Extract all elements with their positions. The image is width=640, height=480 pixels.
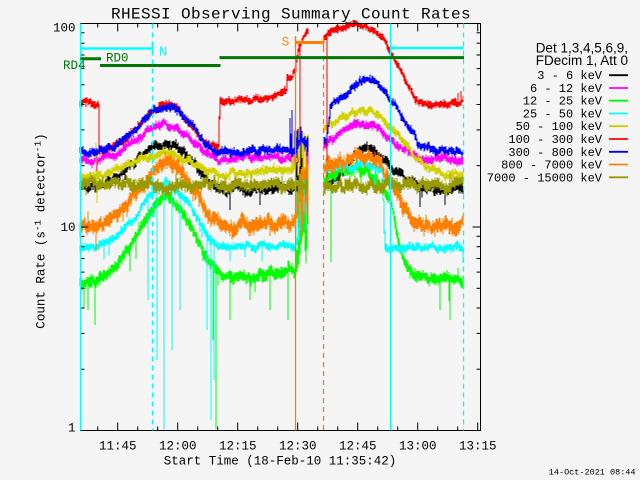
svg-text:13:00: 13:00 [399, 440, 437, 454]
svg-text:Start Time (18-Feb-10 11:35:42: Start Time (18-Feb-10 11:35:42) [164, 455, 397, 469]
svg-text:RD4: RD4 [63, 59, 86, 73]
svg-text:12 - 25 keV: 12 - 25 keV [523, 95, 603, 109]
svg-text:3 - 6 keV: 3 - 6 keV [537, 69, 603, 83]
svg-text:13:15: 13:15 [459, 440, 497, 454]
svg-text:100: 100 [53, 21, 76, 35]
svg-text:12:00: 12:00 [159, 440, 197, 454]
svg-text:10: 10 [60, 221, 75, 235]
svg-text:RD0: RD0 [106, 52, 129, 66]
svg-text:RHESSI Observing Summary Count: RHESSI Observing Summary Count Rates [111, 6, 471, 24]
svg-text:Count Rate (s-1 detector-1): Count Rate (s-1 detector-1) [33, 133, 49, 328]
svg-text:300 - 800 keV: 300 - 800 keV [508, 146, 602, 160]
svg-text:12:45: 12:45 [339, 440, 377, 454]
svg-text:14-Oct-2021 08:44: 14-Oct-2021 08:44 [549, 468, 636, 478]
svg-text:6 - 12 keV: 6 - 12 keV [530, 82, 603, 96]
svg-text:25 - 50 keV: 25 - 50 keV [523, 108, 603, 122]
svg-text:FDecim 1, Att 0: FDecim 1, Att 0 [536, 53, 628, 68]
svg-text:7000 - 15000 keV: 7000 - 15000 keV [487, 171, 603, 185]
svg-text:12:15: 12:15 [219, 440, 257, 454]
svg-text:50 - 100 keV: 50 - 100 keV [516, 120, 603, 134]
svg-text:1: 1 [68, 422, 76, 436]
svg-text:11:45: 11:45 [99, 440, 137, 454]
svg-text:S: S [282, 35, 290, 50]
svg-text:N: N [159, 45, 167, 61]
svg-text:Det 1,3,4,5,6,9,: Det 1,3,4,5,6,9, [536, 40, 628, 55]
svg-text:12:30: 12:30 [279, 440, 317, 454]
svg-text:100 - 300 keV: 100 - 300 keV [508, 133, 602, 147]
svg-text:800 - 7000 keV: 800 - 7000 keV [501, 159, 603, 173]
